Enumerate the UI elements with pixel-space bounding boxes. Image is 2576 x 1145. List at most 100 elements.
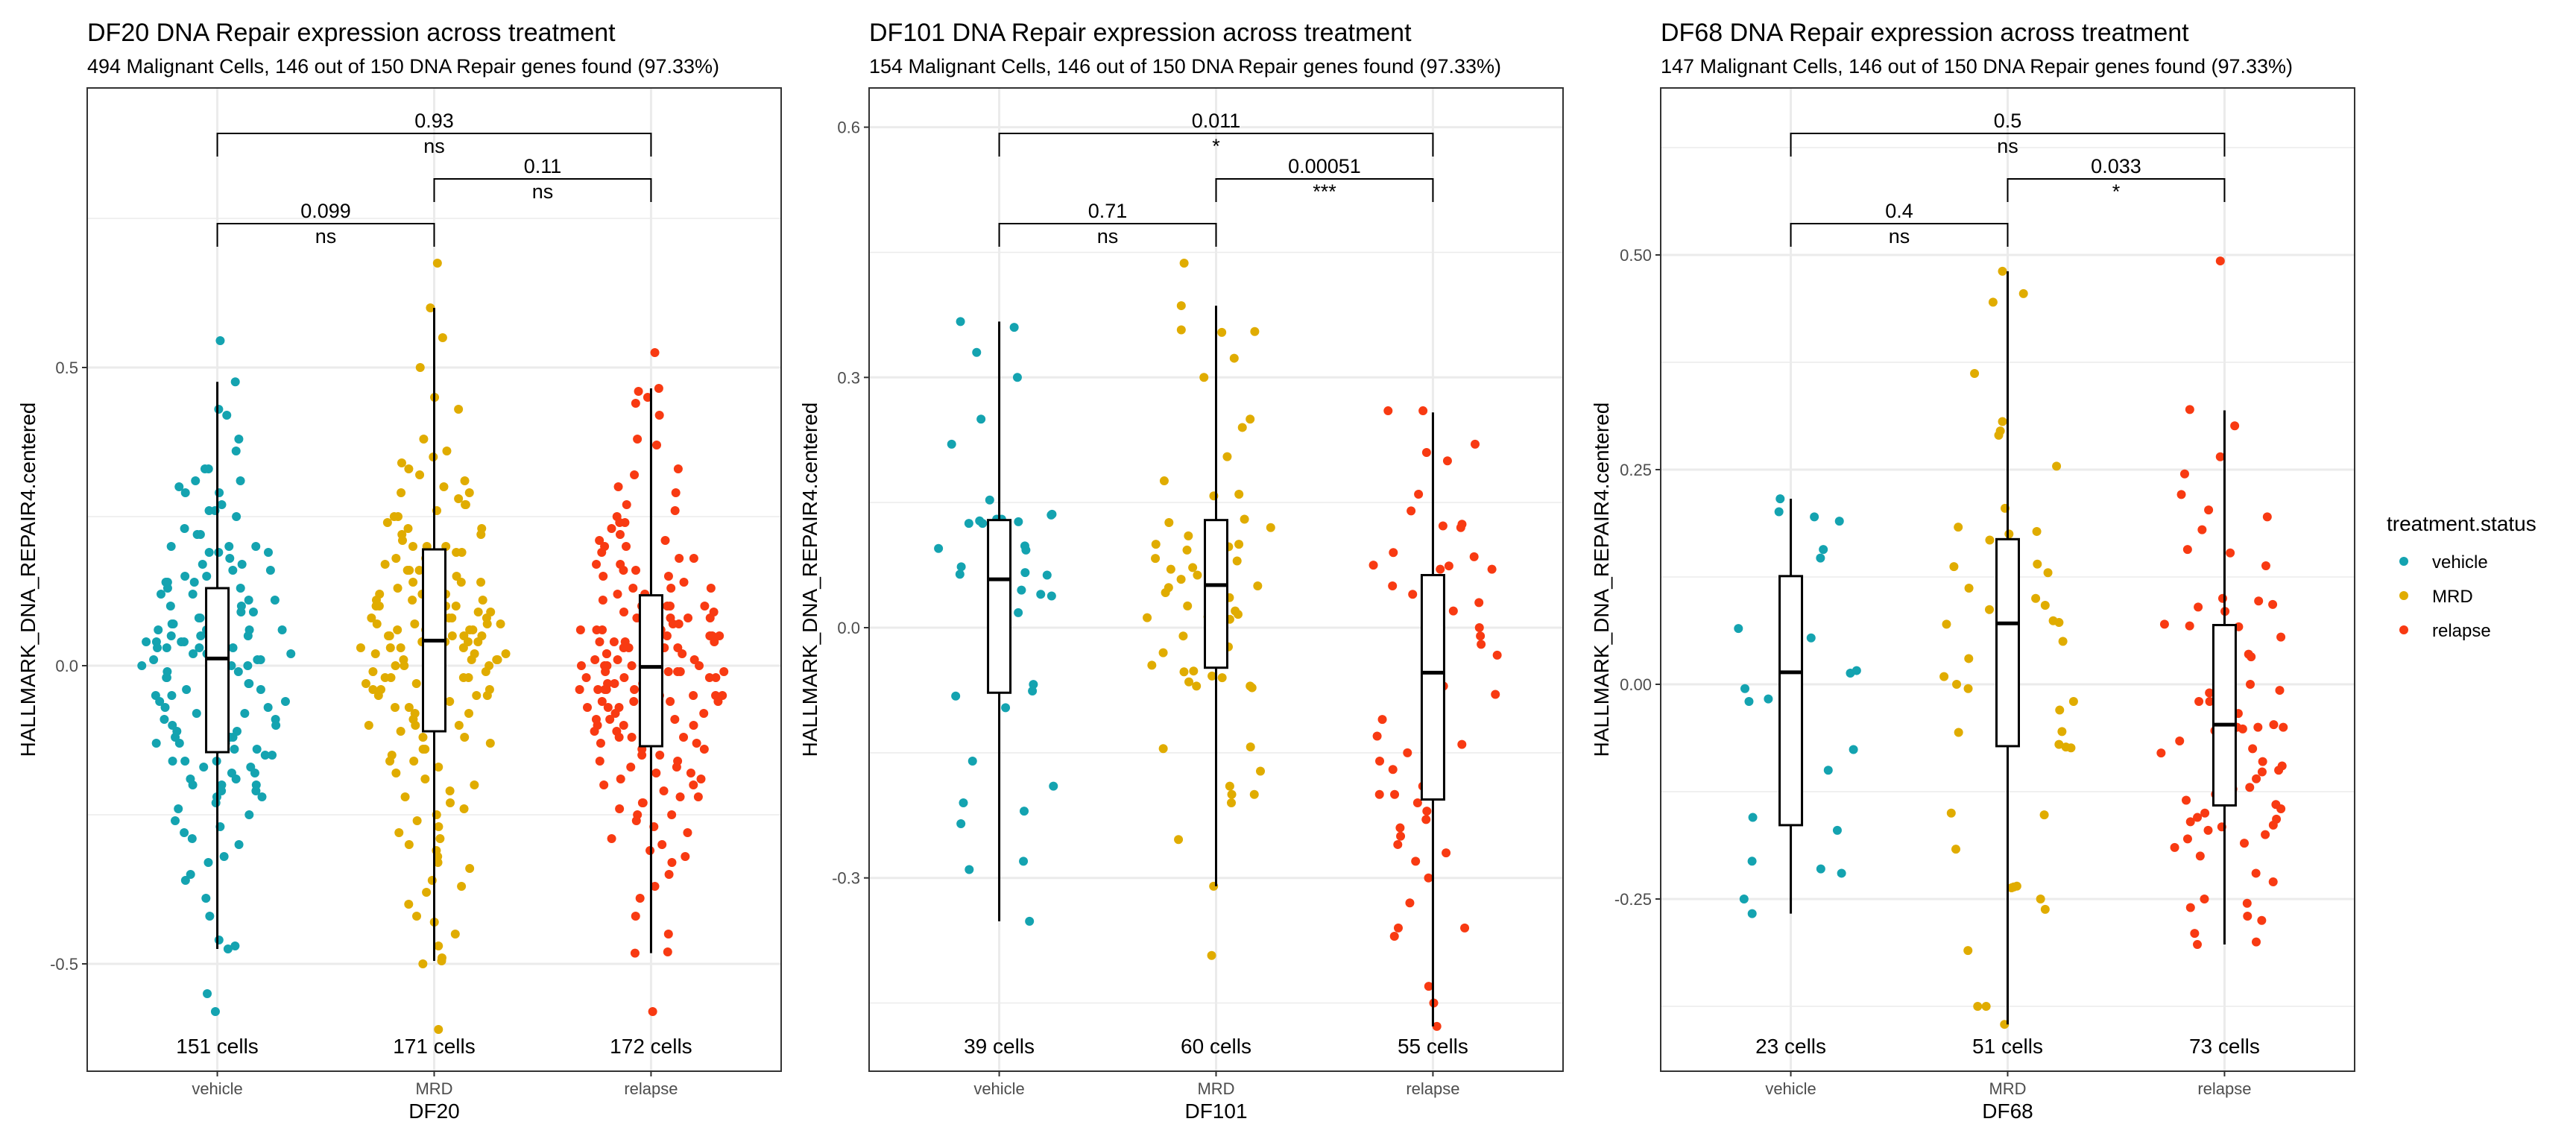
- data-point: [2170, 842, 2179, 852]
- data-point: [654, 411, 664, 420]
- data-point: [222, 411, 232, 420]
- data-point: [251, 786, 261, 795]
- data-point: [1383, 406, 1393, 416]
- legend-item-mrd: MRD: [2399, 587, 2473, 607]
- data-point: [964, 519, 973, 529]
- data-point: [2200, 895, 2209, 903]
- data-point: [1421, 448, 1431, 458]
- data-point: [605, 715, 615, 724]
- data-point: [659, 786, 669, 795]
- legend-key-mrd: [2399, 591, 2408, 600]
- comparison-bracket: [433, 178, 652, 202]
- data-point: [956, 562, 966, 572]
- data-point: [434, 763, 443, 772]
- legend-title: treatment.status: [2387, 512, 2536, 535]
- data-point: [1192, 681, 1202, 691]
- boxplot-mrd: [1204, 306, 1228, 886]
- data-point: [660, 536, 670, 545]
- data-point: [233, 667, 243, 676]
- data-point: [1253, 581, 1263, 591]
- panel-df101: DF101 DNA Repair expression across treat…: [798, 19, 1564, 1123]
- data-point: [1368, 561, 1378, 570]
- data-point: [364, 721, 373, 730]
- data-point: [1240, 514, 1249, 524]
- data-point: [180, 757, 190, 766]
- data-point: [1395, 823, 1405, 833]
- data-point: [263, 703, 273, 712]
- data-point: [454, 405, 464, 414]
- data-point: [214, 936, 224, 944]
- p-value-label: 0.11: [524, 155, 562, 177]
- data-point: [157, 590, 166, 599]
- data-point: [215, 336, 225, 345]
- data-point: [408, 578, 418, 587]
- comparison-bracket: [998, 133, 1434, 157]
- data-point: [412, 912, 422, 921]
- data-point: [2268, 820, 2278, 830]
- data-point: [2031, 593, 2041, 603]
- data-point: [1949, 562, 1959, 572]
- data-point: [602, 685, 611, 694]
- data-point: [1491, 690, 1500, 699]
- significance-label: ns: [532, 180, 554, 203]
- data-point: [182, 685, 192, 694]
- data-point: [1942, 619, 1951, 629]
- data-point: [361, 679, 370, 688]
- data-point: [189, 649, 198, 658]
- data-point: [415, 363, 425, 372]
- data-point: [1207, 950, 1216, 960]
- data-point: [470, 649, 479, 658]
- data-point: [666, 697, 675, 706]
- data-point: [1834, 517, 1844, 526]
- legend-label-mrd: MRD: [2432, 587, 2473, 607]
- data-point: [626, 763, 636, 772]
- data-point: [438, 333, 447, 342]
- data-point: [1188, 563, 1198, 572]
- data-point: [629, 697, 639, 706]
- data-point: [268, 751, 277, 760]
- data-point: [1460, 923, 1470, 933]
- data-point: [651, 769, 661, 777]
- data-point: [2033, 559, 2042, 569]
- data-point: [1764, 694, 1773, 704]
- data-point: [2257, 767, 2267, 777]
- data-point: [1970, 368, 1980, 378]
- data-point: [400, 792, 410, 801]
- data-point: [464, 673, 473, 682]
- data-point: [575, 625, 585, 634]
- data-point: [1229, 353, 1239, 363]
- data-point: [1471, 439, 1480, 449]
- significance-label: *: [1212, 135, 1220, 157]
- data-point: [1183, 601, 1193, 611]
- panel-subtitle: 154 Malignant Cells, 146 out of 150 DNA …: [869, 55, 1501, 78]
- data-point: [180, 828, 189, 837]
- data-point: [188, 590, 198, 599]
- data-point: [189, 578, 199, 587]
- data-point: [719, 667, 729, 676]
- data-point: [631, 399, 640, 408]
- data-point: [1266, 523, 1275, 532]
- data-point: [696, 775, 706, 783]
- data-point: [180, 488, 190, 497]
- data-point: [1021, 545, 1031, 555]
- data-point: [1217, 673, 1227, 683]
- data-point: [597, 697, 607, 706]
- data-point: [2215, 256, 2225, 266]
- data-point: [630, 470, 640, 479]
- data-point: [705, 613, 715, 622]
- data-point: [614, 733, 624, 742]
- cell-count-label: 39 cells: [964, 1035, 1035, 1058]
- data-point: [602, 649, 612, 658]
- data-point: [1747, 909, 1757, 918]
- data-point: [396, 727, 405, 736]
- data-point: [1408, 590, 1418, 599]
- data-point: [391, 554, 401, 563]
- data-point: [437, 956, 446, 965]
- y-tick-label: 0.50: [1620, 246, 1652, 265]
- cell-count-label: 60 cells: [1181, 1035, 1251, 1058]
- data-point: [2185, 621, 2194, 631]
- data-point: [2175, 736, 2185, 746]
- data-point: [2248, 744, 2258, 754]
- data-point: [1019, 857, 1029, 866]
- data-point: [1774, 507, 1784, 517]
